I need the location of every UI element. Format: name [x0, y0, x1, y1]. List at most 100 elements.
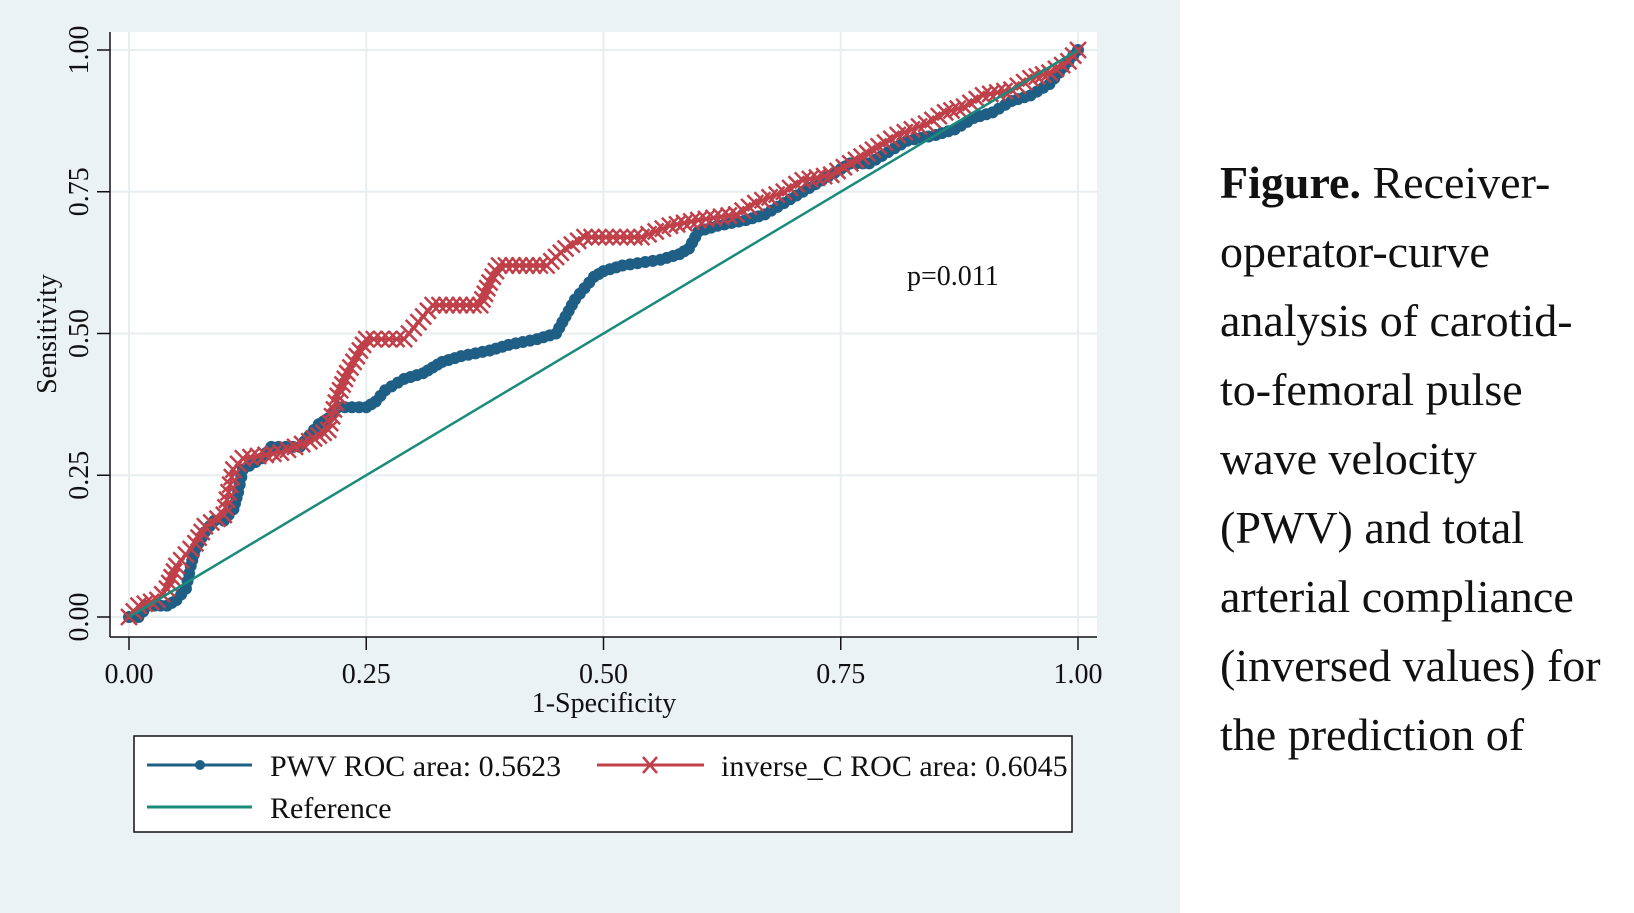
data-point — [793, 171, 812, 190]
data-point — [165, 562, 183, 581]
caption-line: wave velocity — [1220, 433, 1477, 484]
data-point — [661, 216, 679, 235]
y-tick-label: 0.00 — [64, 593, 95, 642]
y-tick-label: 0.25 — [64, 451, 95, 500]
data-point — [314, 423, 333, 442]
caption-line: the prediction of — [1220, 709, 1525, 760]
data-point — [321, 414, 340, 432]
data-point — [328, 386, 347, 405]
legend-pwv-label: PWV ROC area: 0.5623 — [270, 750, 561, 783]
data-point — [510, 256, 529, 275]
series-layer — [120, 41, 1087, 626]
data-point — [988, 83, 1007, 102]
caption-line: (PWV) and total — [1220, 502, 1525, 553]
legend-inverse-c-label: inverse_C ROC area: 0.6045 — [721, 750, 1068, 783]
caption-line: arterial compliance — [1220, 571, 1574, 622]
data-point — [497, 256, 515, 275]
data-point — [347, 347, 366, 366]
data-point — [808, 168, 826, 187]
data-point — [948, 99, 967, 118]
data-point — [530, 256, 549, 275]
x-tick-label: 0.25 — [342, 659, 391, 690]
data-point — [487, 262, 505, 281]
roc-chart: 0.00 0.25 0.50 0.75 1.00 0.00 0.25 0.50 0.75 1.00… — [32, 26, 1103, 833]
data-point — [596, 228, 615, 246]
data-point — [517, 256, 536, 275]
data-point — [437, 296, 456, 315]
data-point — [338, 364, 357, 383]
data-point — [305, 429, 323, 448]
data-point — [582, 228, 601, 246]
data-point — [233, 449, 252, 468]
data-point — [430, 296, 449, 315]
caption-line: analysis of carotid- — [1220, 295, 1573, 346]
data-point — [444, 296, 462, 315]
caption-line: to-femoral pulse — [1220, 364, 1523, 415]
y-axis-title: Sensitivity — [32, 274, 63, 394]
x-tick-label: 0.00 — [105, 659, 154, 690]
data-point — [333, 375, 352, 394]
data-point — [478, 279, 497, 298]
data-point — [256, 445, 275, 464]
legend-inverse-c-marker — [642, 756, 658, 774]
data-point — [341, 358, 360, 377]
data-point — [344, 352, 363, 371]
p-value-annotation: p=0.011 — [907, 261, 999, 292]
data-point — [801, 170, 819, 188]
data-point — [264, 444, 283, 463]
legend-reference-label: Reference — [270, 792, 392, 825]
data-point — [423, 296, 442, 315]
legend-pwv-marker — [195, 760, 205, 770]
series-inverse_c — [120, 41, 1087, 626]
data-point — [815, 167, 834, 186]
data-point — [618, 228, 637, 246]
data-point — [490, 256, 508, 275]
caption-line: Receiver- — [1372, 157, 1551, 208]
series-reference — [128, 48, 1079, 619]
x-axis-title: 1-Specificity — [532, 688, 677, 719]
data-point — [162, 568, 181, 587]
data-point — [589, 228, 608, 246]
data-point — [380, 330, 398, 349]
data-point — [712, 207, 731, 226]
data-point — [704, 208, 723, 227]
data-point — [319, 421, 338, 439]
data-point — [186, 534, 205, 553]
chart-panel: 0.00 0.25 0.50 0.75 1.00 0.00 0.25 0.50 0.75 1.00… — [0, 0, 1180, 913]
data-point — [364, 330, 383, 349]
data-point — [129, 596, 148, 615]
data-point — [331, 381, 350, 400]
y-tick-label: 1.00 — [64, 26, 95, 75]
data-point — [249, 447, 267, 465]
data-point — [1034, 65, 1053, 84]
data-point — [503, 256, 522, 275]
data-point — [357, 330, 376, 349]
data-point — [241, 448, 260, 466]
data-point — [682, 212, 701, 231]
data-point — [719, 206, 738, 225]
data-point — [697, 210, 715, 228]
data-point — [450, 296, 469, 315]
data-point — [675, 214, 694, 232]
axis-ticks: 0.00 0.25 0.50 0.75 1.00 0.00 0.25 0.50 0.75 1.00 — [64, 26, 1103, 691]
legend: PWV ROC area: 0.5623 inverse_C ROC area:… — [133, 735, 1073, 833]
data-point — [936, 103, 955, 122]
data-point — [323, 407, 341, 426]
data-point — [524, 256, 542, 275]
data-point — [471, 296, 490, 315]
x-tick-label: 0.50 — [579, 659, 628, 690]
data-point — [326, 393, 345, 412]
data-point — [575, 228, 594, 246]
data-point — [354, 335, 372, 354]
data-point — [473, 290, 492, 309]
data-point — [387, 330, 406, 349]
data-point — [300, 432, 319, 451]
data-point — [135, 594, 154, 613]
data-point — [475, 284, 494, 303]
data-point — [325, 400, 343, 419]
data-point — [625, 228, 644, 246]
x-tick-label: 1.00 — [1054, 659, 1103, 690]
data-point — [158, 579, 176, 598]
data-point — [942, 101, 961, 120]
data-point — [372, 330, 391, 349]
